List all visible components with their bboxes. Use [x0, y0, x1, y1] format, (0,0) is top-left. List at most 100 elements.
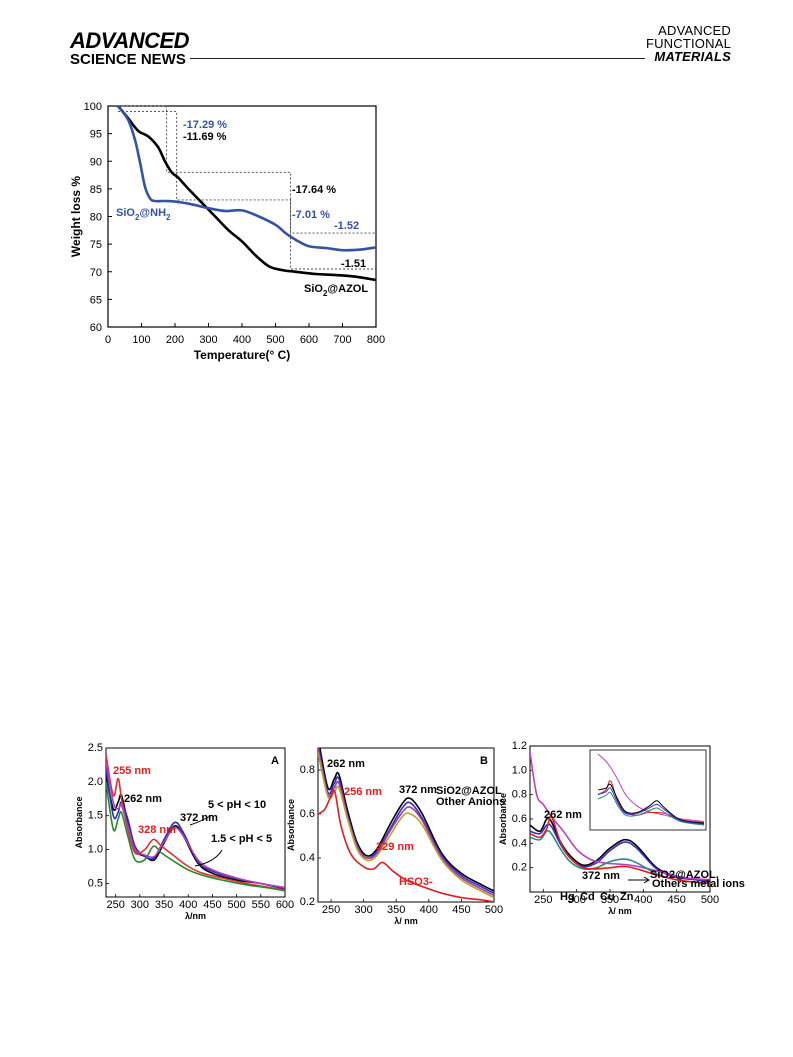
advanced-science-news-logo: ADVANCED SCIENCE NEWS: [70, 30, 190, 68]
x-tick-label: 500: [701, 894, 719, 906]
x-tick-label: 550: [252, 899, 270, 911]
x-tick-label: 400: [634, 894, 652, 906]
x-tick-label: 300: [354, 904, 372, 916]
arrow-low-ph: [194, 849, 223, 867]
weight-loss-annotation: -17.64 %: [292, 184, 336, 196]
logo-line-science-news: SCIENCE NEWS: [70, 51, 186, 68]
peak-label-372: 372 nm: [399, 784, 437, 796]
weight-loss-annotation: -1.51: [341, 258, 366, 270]
peak-label-328: 328 nm: [138, 824, 176, 836]
series-line-1: [116, 105, 377, 252]
peak-label-329: 329 nm: [376, 841, 414, 853]
x-tick-label: 0: [105, 334, 111, 346]
weight-loss-annotation: -11.69 %: [183, 131, 227, 143]
advanced-functional-materials-logo: ADVANCED FUNCTIONAL MATERIALS: [646, 24, 731, 63]
x-tick-label: 400: [420, 904, 438, 916]
y-tick-label: 80: [90, 212, 102, 224]
spectra-group: [530, 751, 710, 885]
ion-label-cu: Cu: [600, 891, 615, 903]
logo-line-materials: MATERIALS: [654, 49, 731, 64]
y-tick-label: 90: [90, 156, 102, 168]
ph-range-high: 5 < pH < 10: [208, 799, 266, 811]
x-axis-title: λ/ nm: [394, 916, 418, 926]
y-tick-label: 75: [90, 239, 102, 251]
peak-label-256: 256 nm: [344, 786, 382, 798]
y-tick-label: 0.8: [300, 764, 315, 776]
peak-label-262: 262 nm: [327, 758, 365, 770]
spectrum-line-4: [318, 789, 494, 902]
y-tick-label: 2.5: [88, 742, 103, 754]
y-tick-label: 1.0: [512, 764, 527, 776]
peak-label-372: 372 nm: [180, 812, 218, 824]
x-tick-label: 400: [179, 899, 197, 911]
inset-frame: [589, 749, 707, 831]
y-tick-label: 0.6: [512, 813, 527, 825]
y-tick-label: 0.4: [300, 852, 315, 864]
spectrum-line-3: [318, 752, 494, 899]
peak-label-372: 372 nm: [582, 870, 620, 882]
y-tick-label: 2.0: [88, 776, 103, 788]
series-label-other-anions: Other Anions: [436, 796, 505, 808]
arrow-high-ph: [189, 814, 213, 826]
series-line-0: [117, 105, 377, 282]
inset-spectrum-4: [597, 791, 705, 826]
spectrum-line-2: [106, 754, 285, 891]
spectrum-line-0: [106, 774, 285, 890]
spectrum-line-1: [318, 748, 494, 894]
journal-header: ADVANCED SCIENCE NEWS ADVANCED FUNCTIONA…: [0, 0, 793, 70]
arrowhead-metal-ions: [643, 876, 650, 884]
x-tick-label: 250: [534, 894, 552, 906]
x-tick-label: 350: [387, 904, 405, 916]
panel-letter-b: B: [480, 755, 488, 767]
spectrum-line-3: [106, 781, 285, 892]
y-axis-title: Absorbance: [498, 793, 508, 845]
y-tick-label: 1.5: [88, 810, 103, 822]
x-tick-label: 300: [131, 899, 149, 911]
x-tick-label: 100: [132, 334, 150, 346]
ph-range-low: 1.5 < pH < 5: [211, 833, 272, 845]
y-tick-label: 95: [90, 129, 102, 141]
x-tick-label: 250: [322, 904, 340, 916]
series-label-hso3: HSO3-: [399, 876, 433, 888]
spectra-group: [106, 754, 285, 892]
x-axis-title: Temperature(° C): [194, 348, 291, 362]
y-tick-label: 65: [90, 294, 102, 306]
series-label-sio2-azol: SiO2@AZOL: [436, 785, 502, 797]
spectra-group: [318, 748, 494, 902]
x-tick-label: 450: [667, 894, 685, 906]
x-tick-label: 500: [266, 334, 284, 346]
x-tick-label: 450: [452, 904, 470, 916]
x-axis-title: λ/ nm: [608, 906, 632, 916]
y-tick-label: 70: [90, 267, 102, 279]
x-axis-title: λ/nm: [185, 911, 206, 921]
header-divider: [190, 58, 645, 59]
spectrum-line-2: [318, 748, 494, 897]
plot-frame: [317, 747, 495, 903]
y-axis-title: Absorbance: [74, 796, 84, 848]
y-tick-label: 0.2: [512, 862, 527, 874]
guide-line-azol: [118, 105, 376, 270]
panel-letter-a: A: [271, 755, 279, 767]
ion-label-zn: Zn: [620, 891, 634, 903]
inset-spectrum-3: [597, 787, 705, 825]
y-tick-label: 60: [90, 322, 102, 334]
series-label-sio2-azol: SiO2@AZOL,: [650, 869, 719, 881]
weight-loss-annotation: -17.29 %: [183, 119, 227, 131]
x-tick-label: 200: [166, 334, 184, 346]
y-tick-label: 85: [90, 184, 102, 196]
x-tick-label: 400: [233, 334, 251, 346]
guide-line-nh2: [118, 111, 376, 234]
peak-label-255: 255 nm: [113, 765, 151, 777]
ion-label-hg: Hg: [560, 891, 575, 903]
logo-line-advanced-right: ADVANCED: [658, 23, 731, 38]
spectrum-line-2: [530, 751, 710, 881]
x-tick-label: 300: [199, 334, 217, 346]
x-tick-label: 500: [485, 904, 503, 916]
spectrum-line-4: [530, 815, 710, 885]
peak-label-262: 262 nm: [124, 793, 162, 805]
y-tick-label: 0.6: [300, 808, 315, 820]
x-tick-label: 350: [155, 899, 173, 911]
